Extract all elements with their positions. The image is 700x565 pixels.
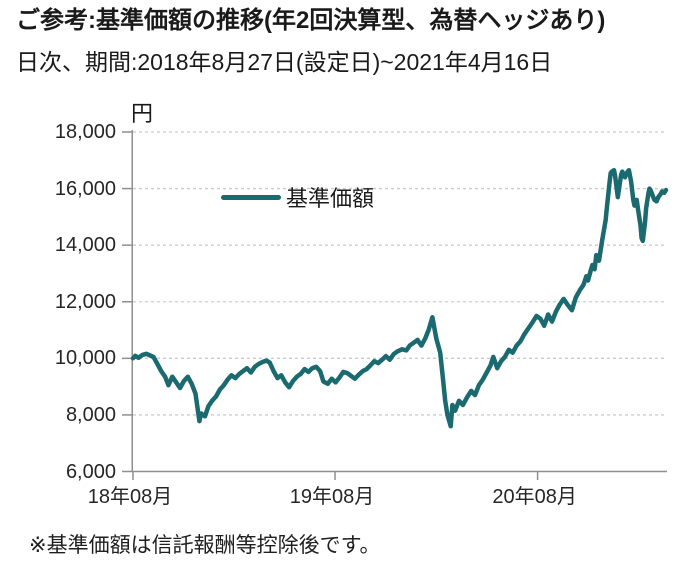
x-tick-label: 19年08月 [289,486,375,508]
y-tick-label: 6,000 [65,460,116,483]
y-tick-label: 8,000 [65,403,116,426]
y-tick-label: 10,000 [54,347,116,370]
y-axis-unit-label: 円 [131,101,154,126]
y-tick-label: 18,000 [54,121,116,143]
y-tick-label: 16,000 [54,177,116,200]
footnote: ※基準価額は信託報酬等控除後です。 [29,534,381,557]
chart-title: ご参考:基準価額の推移(年2回決算型、為替ヘッジあり) [16,7,606,34]
legend-label: 基準価額 [286,186,375,211]
x-tick-label: 20年08月 [492,486,577,508]
y-tick-label: 14,000 [54,234,116,257]
legend-line-swatch [221,194,281,200]
x-tick-label: 18年08月 [87,486,173,508]
chart-subtitle: 日次、期間:2018年8月27日(設定日)~2021年4月16日 [16,49,553,75]
y-tick-label: 12,000 [54,290,116,313]
legend: 基準価額 [221,183,374,211]
nav-series-line [130,167,669,429]
